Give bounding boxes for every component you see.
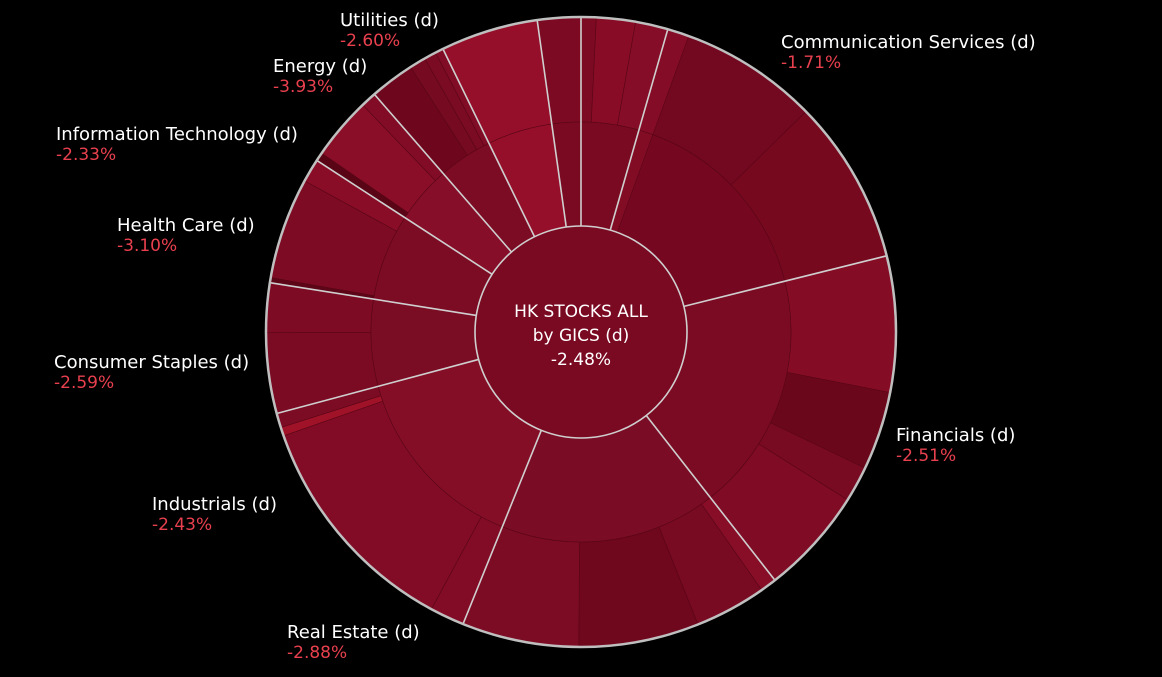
label-name: Financials (d) [896,425,1016,446]
center-title-line2: by GICS (d) [533,326,630,346]
center-disk[interactable] [474,225,688,439]
label-information-technology[interactable]: Information Technology (d) -2.33% [56,124,298,166]
label-communication-services[interactable]: Communication Services (d) -1.71% [781,32,1036,74]
middle-ring [370,121,792,543]
label-health-care[interactable]: Health Care (d) -3.10% [117,215,255,257]
sector-separators [269,17,887,625]
label-name: Utilities (d) [340,10,439,31]
label-change: -2.59% [54,373,115,393]
label-name: Real Estate (d) [287,622,420,643]
center-value: -2.48% [551,350,611,370]
label-change: -2.51% [896,446,957,466]
label-utilities[interactable]: Utilities (d) -2.60% [340,10,439,52]
separator-consumer-discretionary [276,358,479,415]
center-title-line1: HK STOCKS ALL [514,302,648,322]
separator-health-care [316,159,493,275]
label-change: -2.60% [340,31,401,51]
label-change: -2.33% [56,145,117,165]
separator-utilities [536,19,568,228]
label-change: -2.43% [152,515,213,535]
label-name: Information Technology (d) [56,124,298,145]
label-name: Health Care (d) [117,215,255,236]
label-change: -2.88% [287,643,348,663]
outer-border [264,15,898,649]
label-consumer-staples[interactable]: Consumer Staples (d) -2.59% [54,352,249,394]
label-name: Industrials (d) [152,494,277,515]
separator-financials [683,255,887,308]
separator-consumer-staples [269,281,477,317]
label-energy[interactable]: Energy (d) -3.93% [273,56,367,98]
label-industrials[interactable]: Industrials (d) -2.43% [152,494,277,536]
separator-information-technology [373,93,513,253]
label-real-estate[interactable]: Real Estate (d) -2.88% [287,622,420,664]
outer-ring [265,16,897,648]
label-change: -3.10% [117,236,178,256]
label-name: Communication Services (d) [781,32,1036,53]
separator-industrials [462,429,543,625]
label-change: -1.71% [781,53,842,73]
separator-energy [442,48,536,238]
separator-real-estate [645,415,776,581]
label-financials[interactable]: Financials (d) -2.51% [896,425,1015,467]
separator-materials [609,28,669,231]
label-change: -3.93% [273,77,334,97]
label-name: Consumer Staples (d) [54,352,250,373]
label-name: Energy (d) [273,56,368,77]
